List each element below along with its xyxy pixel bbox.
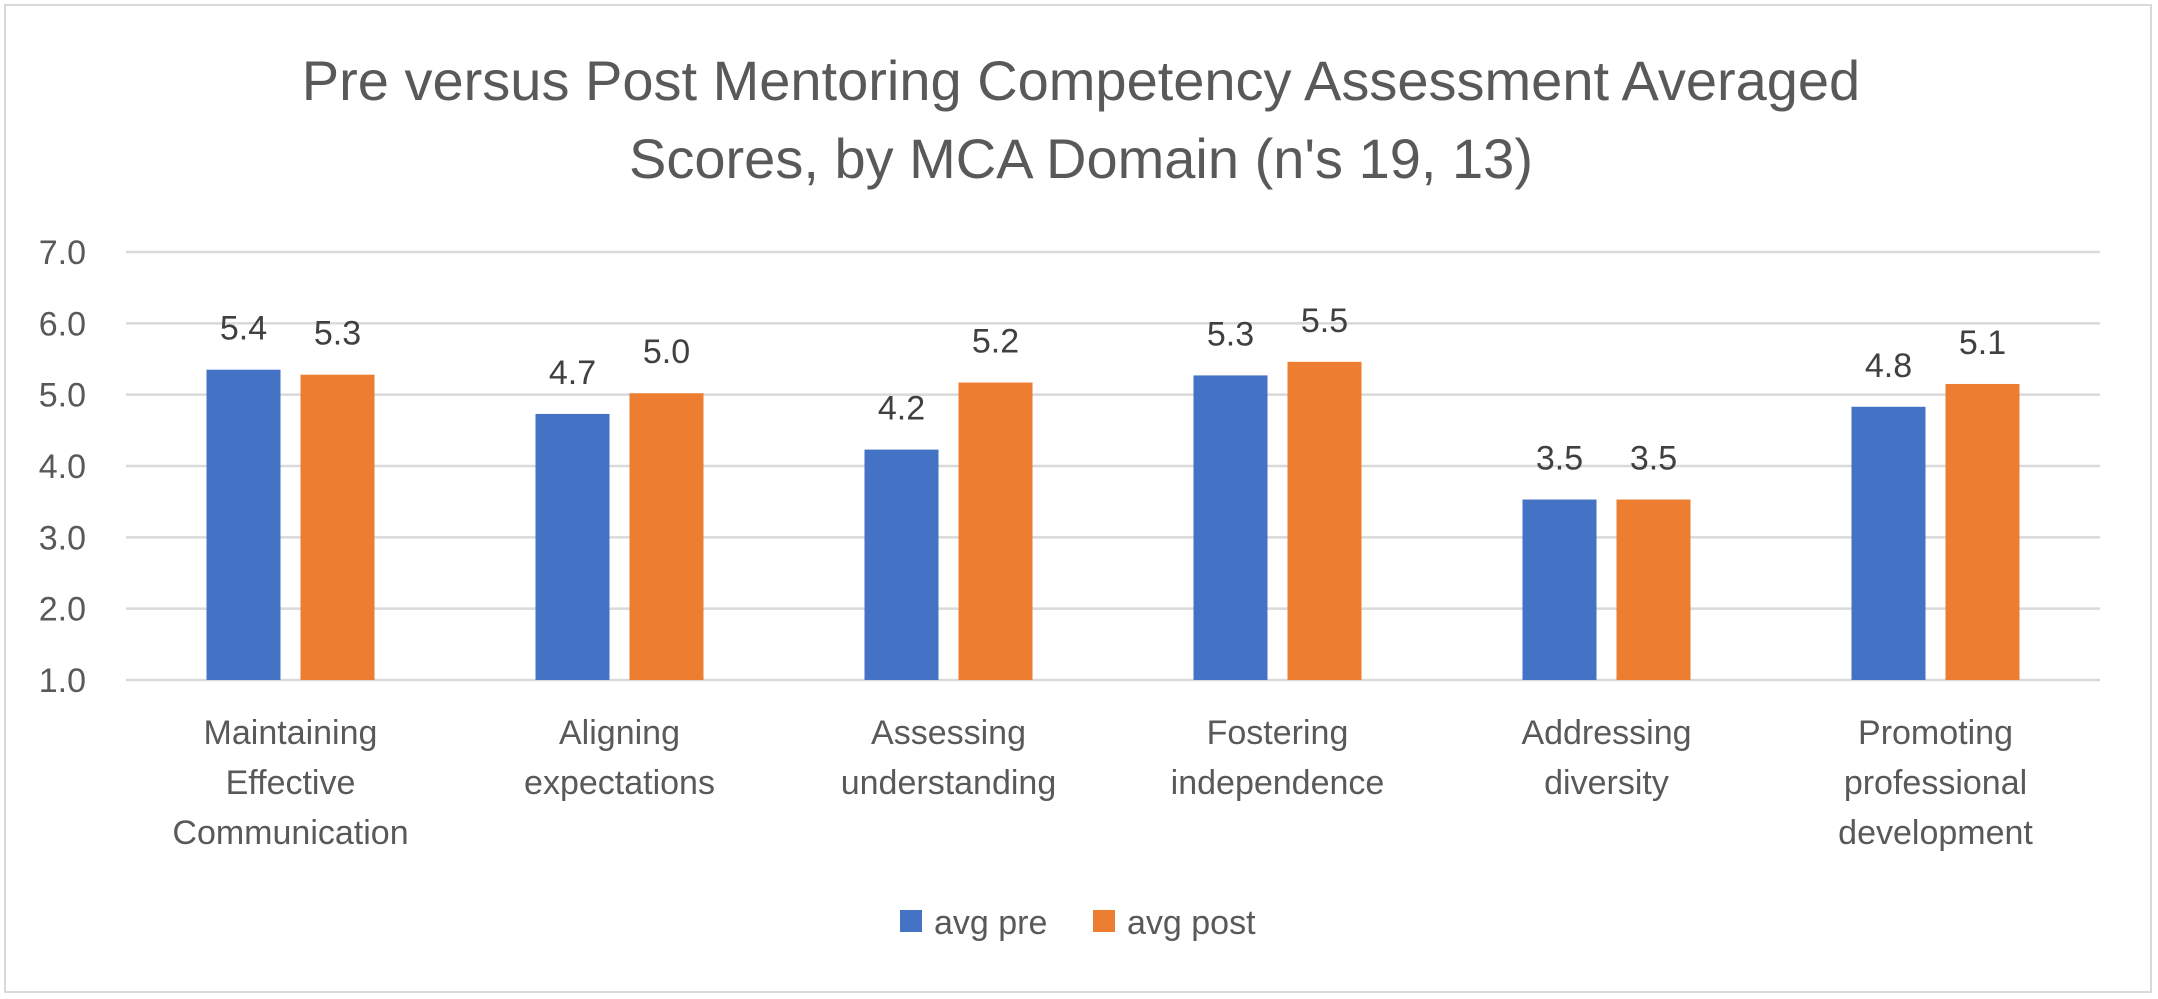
y-tick-label: 1.0 <box>39 662 86 700</box>
y-axis-ticks: 1.0 2.0 3.0 4.0 5.0 6.0 7.0 <box>39 234 86 700</box>
bar-avg-post <box>1287 361 1362 680</box>
bar-avg-post <box>1945 383 2020 680</box>
x-category-label: Assessing <box>871 714 1026 752</box>
x-category-label: expectations <box>524 764 715 802</box>
x-axis-categories: Maintaining Effective Communication Alignin… <box>172 714 2033 852</box>
y-tick-label: 7.0 <box>39 234 86 272</box>
data-label: 3.5 <box>1630 440 1677 478</box>
bars <box>206 361 2020 680</box>
data-label: 5.1 <box>1959 324 2006 362</box>
x-category-label: Aligning <box>559 714 680 752</box>
gridlines <box>126 250 2100 682</box>
chart-title-line: Scores, by MCA Domain (n's 19, 13) <box>629 127 1533 190</box>
chart-title-line: Pre versus Post Mentoring Competency Ass… <box>302 49 1860 112</box>
bar-avg-post <box>629 393 704 680</box>
bar-avg-pre <box>1193 375 1268 680</box>
y-tick-label: 3.0 <box>39 519 86 557</box>
x-category-label: professional <box>1844 764 2027 802</box>
data-label: 4.7 <box>549 354 596 392</box>
data-label: 3.5 <box>1536 440 1583 478</box>
data-label: 5.3 <box>314 315 361 353</box>
bar-avg-post <box>300 374 375 680</box>
y-tick-label: 6.0 <box>39 305 86 343</box>
y-tick-label: 2.0 <box>39 591 86 629</box>
bar-avg-pre <box>206 369 281 680</box>
data-label: 4.2 <box>878 390 925 428</box>
data-labels: 5.4 5.3 4.7 5.0 4.2 5.2 5.3 5.5 3.5 3.5 4.8 5.1 <box>220 302 2006 478</box>
data-label: 4.8 <box>1865 347 1912 385</box>
x-category-label: Promoting <box>1858 714 2013 752</box>
data-label: 5.3 <box>1207 315 1254 353</box>
bar-avg-post <box>958 382 1033 680</box>
legend-swatch-avg-post <box>1093 910 1115 932</box>
x-category-label: Communication <box>172 814 408 852</box>
x-category-label: diversity <box>1544 764 1669 802</box>
x-category-label: Addressing <box>1521 714 1691 752</box>
bar-avg-pre <box>535 413 610 680</box>
bar-avg-pre <box>1522 499 1597 680</box>
bar-avg-pre <box>864 449 939 680</box>
x-category-label: understanding <box>841 764 1057 802</box>
legend-swatch-avg-pre <box>900 910 922 932</box>
data-label: 5.5 <box>1301 302 1348 340</box>
x-category-label: development <box>1838 814 2033 852</box>
bar-avg-post <box>1616 499 1691 680</box>
x-category-label: independence <box>1171 764 1385 802</box>
legend: avg pre avg post <box>900 904 1256 942</box>
legend-label: avg post <box>1127 904 1256 942</box>
data-label: 5.2 <box>972 323 1019 361</box>
bar-avg-pre <box>1851 406 1926 680</box>
x-category-label: Fostering <box>1207 714 1349 752</box>
y-tick-label: 4.0 <box>39 448 86 486</box>
x-category-label: Maintaining <box>204 714 378 752</box>
y-tick-label: 5.0 <box>39 377 86 415</box>
x-category-label: Effective <box>226 764 356 802</box>
data-label: 5.4 <box>220 310 267 348</box>
legend-label: avg pre <box>934 904 1047 942</box>
data-label: 5.0 <box>643 333 690 371</box>
chart-title: Pre versus Post Mentoring Competency Ass… <box>302 49 1860 190</box>
